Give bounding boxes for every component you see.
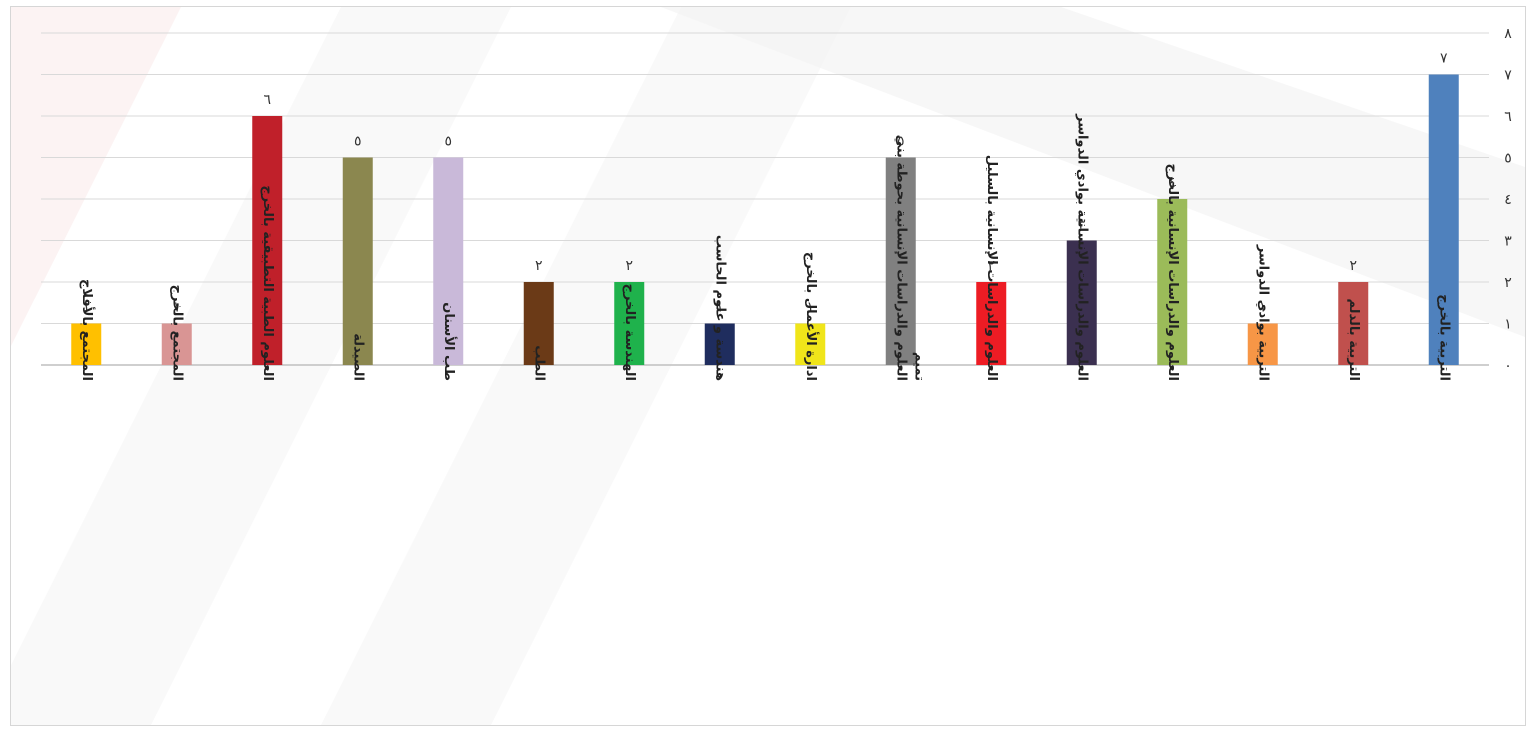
bar (342, 157, 373, 365)
data-label: ١ (716, 300, 724, 316)
category-label: ادارة الأعمال بالخرج (803, 252, 820, 381)
y-tick-label: ٨ (1504, 26, 1512, 42)
category-label: طب الأسنان (441, 302, 458, 381)
y-tick-label: ٥ (1504, 151, 1512, 167)
y-tick-label: ٧ (1504, 68, 1512, 84)
y-tick-label: ٢ (1504, 275, 1512, 291)
y-axis-tick-labels: ٠ ١ ٢ ٣ ٤ ٥ ٦ ٧ ٨ (1504, 26, 1512, 374)
y-tick-label: ٠ (1504, 358, 1512, 374)
category-label: العلوم والدراسات الإنسانية بالخرج (1165, 163, 1180, 381)
watermark-stripes (11, 7, 1525, 725)
watermark-stripe (321, 7, 851, 725)
category-label: الهندسة بالخرج (622, 284, 637, 381)
bar (523, 282, 554, 365)
bar (1247, 323, 1278, 365)
bar-chart: ٠ ١ ٢ ٣ ٤ ٥ ٦ ٧ ٨ ٧ ٢ ١ ٤ ٣ ٢ ٥ ١ ١ ٢ ٢ ٥ ٥ ٦ ١ ١ التربية بالخر… (11, 7, 1525, 725)
data-label: ١ (1259, 300, 1267, 316)
bar (252, 116, 283, 365)
data-label: ٢ (535, 258, 543, 274)
category-label: هندسة و علوم الحاسب (712, 235, 727, 381)
data-label: ٤ (1168, 175, 1176, 191)
bar (71, 323, 102, 365)
category-label: المجتمع بالخرج (169, 285, 184, 381)
bar (976, 282, 1007, 365)
bar (885, 157, 916, 365)
category-label: العلوم والدراسات الإنسانية بحوطة بني (893, 135, 908, 381)
bar (704, 323, 735, 365)
y-tick-label: ٤ (1504, 192, 1512, 208)
data-label: ٣ (1078, 217, 1086, 233)
bar (161, 323, 192, 365)
data-label: ١ (806, 300, 814, 316)
y-tick-label: ١ (1504, 317, 1512, 333)
chart-frame: ٠ ١ ٢ ٣ ٤ ٥ ٦ ٧ ٨ ٧ ٢ ١ ٤ ٣ ٢ ٥ ١ ١ ٢ ٢ ٥ ٥ ٦ ١ ١ التربية بالخر… (10, 6, 1526, 726)
bar (795, 323, 826, 365)
category-label: التربية بوادي الدواسر (1255, 244, 1270, 381)
data-label: ٥ (354, 134, 362, 150)
data-labels: ٧ ٢ ١ ٤ ٣ ٢ ٥ ١ ١ ٢ ٢ ٥ ٥ ٦ ١ ١ (82, 51, 1448, 316)
bars (71, 74, 1459, 365)
watermark-stripe (661, 7, 1525, 337)
bar (433, 157, 464, 365)
bar (614, 282, 645, 365)
watermark-stripe (11, 7, 511, 725)
category-label: تميم (911, 352, 926, 381)
data-label: ٧ (1440, 51, 1448, 67)
gridlines (41, 32, 1489, 366)
y-tick-label: ٣ (1504, 234, 1512, 250)
data-label: ٥ (897, 134, 905, 150)
category-label: التربية بالخرج (1436, 294, 1451, 381)
bar (1066, 240, 1097, 365)
bar (1428, 74, 1459, 365)
data-label: ١ (82, 300, 90, 316)
data-label: ٢ (1349, 258, 1357, 274)
bar (1338, 282, 1369, 365)
category-label: العلوم والدراسات الإنسانية بالسليل (984, 155, 999, 381)
category-label: العلوم والدراسات الإنسانية بوادي الدواسر (1074, 113, 1089, 381)
category-label: العلوم الطبية التطبيقية بالخرج (260, 185, 275, 381)
category-label: الصيدلة (350, 333, 365, 381)
category-label: الطب (531, 345, 546, 381)
category-label: المجتمع بالأفلاج (79, 279, 96, 381)
category-labels: التربية بالخرج التربية بالدلم التربية بواد… (79, 113, 1452, 381)
data-label: ٢ (987, 258, 995, 274)
data-label: ٢ (625, 258, 633, 274)
category-label: التربية بالدلم (1346, 298, 1361, 381)
data-label: ١ (173, 300, 181, 316)
watermark-stripe (11, 7, 181, 347)
data-label: ٥ (444, 134, 452, 150)
data-label: ٦ (263, 92, 271, 108)
bar (1157, 199, 1188, 365)
y-tick-label: ٦ (1504, 109, 1512, 125)
